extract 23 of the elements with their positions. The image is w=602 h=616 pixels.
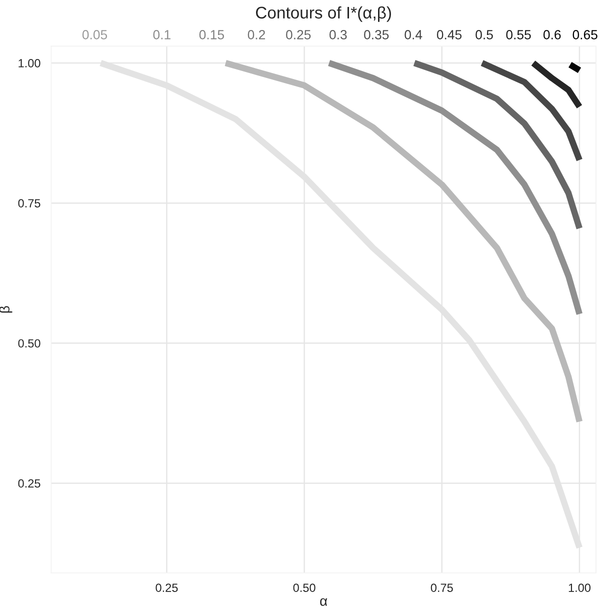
y-tick-label: 0.25 [18,479,40,488]
x-tick-label: 0.75 [430,584,453,592]
x-tick-label: 0.50 [293,584,316,592]
x-tick-label: 0.25 [156,584,178,592]
text: 0.15 [199,30,224,40]
text: 0.3 [330,30,347,40]
chart-title: Contours of I*(α,β) [256,6,391,22]
x-tick-label: 1.00 [568,584,590,592]
text: 0.2 [248,30,266,40]
text: 0.25 [286,30,311,40]
text: 0.5 [476,30,493,40]
text: 0.4 [404,30,422,40]
text: 0.6 [543,30,561,40]
y-tick-label: 0.75 [18,199,40,208]
text: 0.55 [506,30,531,40]
text: 0.35 [364,30,389,40]
text: 0.45 [436,30,462,40]
text: 0.05 [82,30,108,40]
text: 0.65 [572,30,598,40]
text: 0.1 [153,30,170,40]
y-tick-label: 0.50 [18,339,40,348]
y-tick-label: 1.00 [18,59,40,68]
x-axis-title: α [320,598,328,606]
